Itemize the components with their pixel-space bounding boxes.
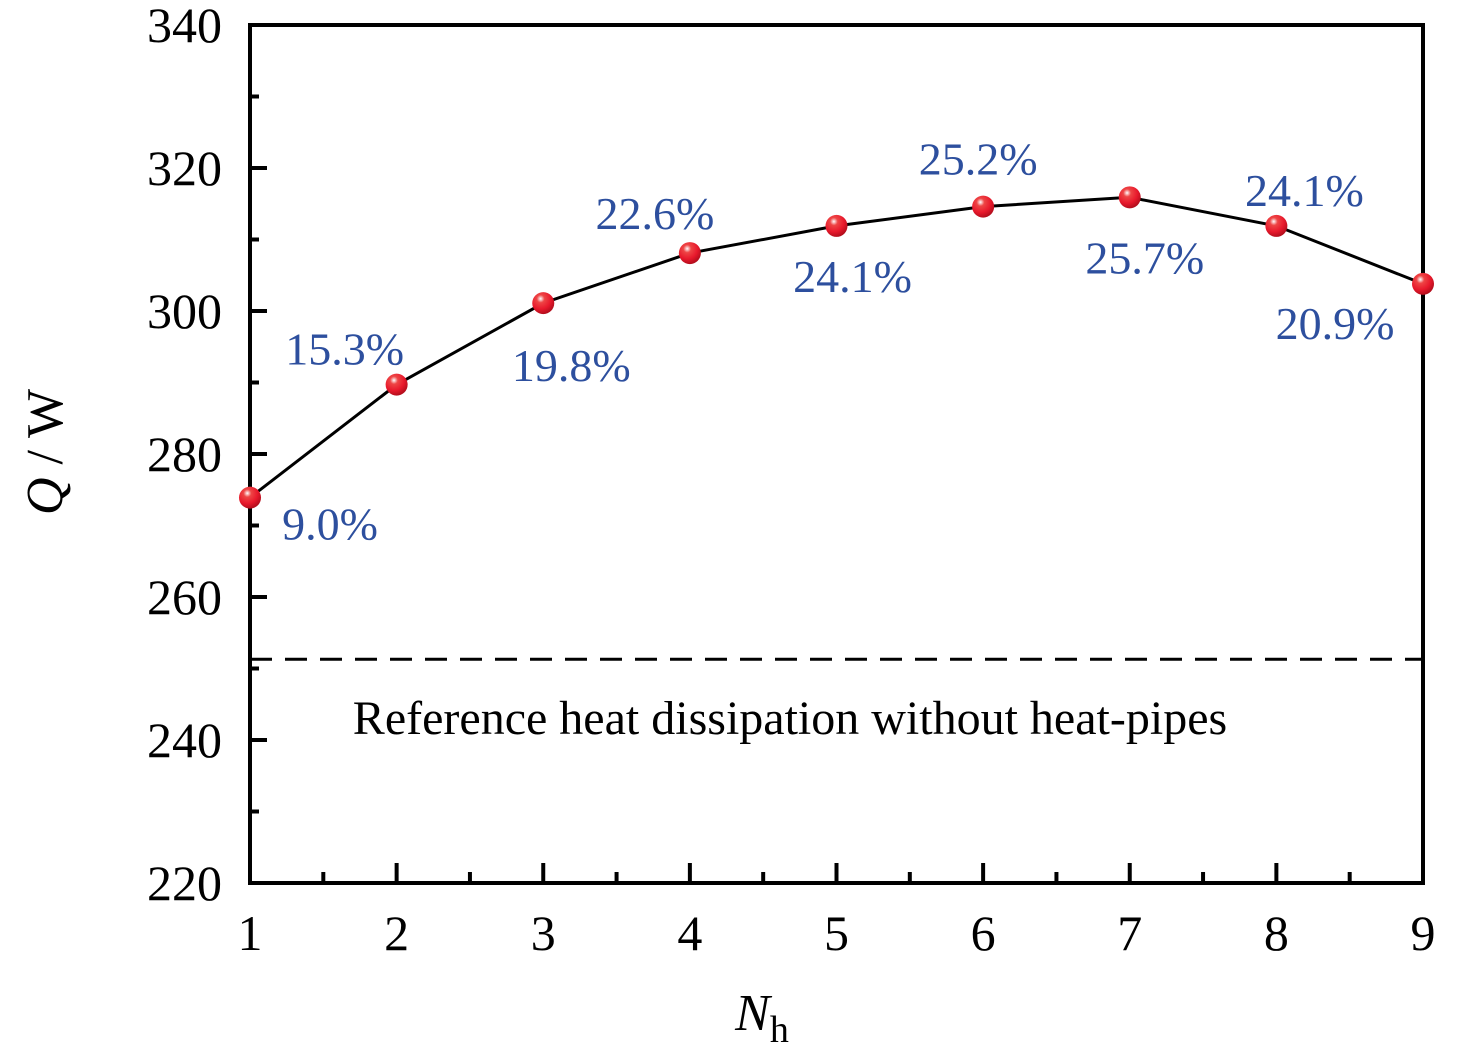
data-point (972, 195, 995, 218)
y-tick-label: 240 (147, 712, 222, 768)
data-point (385, 373, 408, 396)
y-tick-label: 320 (147, 140, 222, 196)
reference-line-label: Reference heat dissipation without heat-… (353, 692, 1227, 745)
data-point (239, 486, 261, 509)
x-tick-label: 3 (531, 905, 556, 961)
x-tick-label: 9 (1411, 905, 1436, 961)
x-tick-label: 7 (1117, 905, 1142, 961)
y-tick-label: 300 (147, 283, 222, 339)
data-series-line (249, 195, 1424, 499)
data-point-label: 25.2% (919, 134, 1038, 185)
data-point-label: 9.0% (282, 499, 378, 550)
data-point (1118, 186, 1141, 209)
data-point (1265, 214, 1288, 237)
y-tick-label: 280 (147, 426, 222, 482)
data-point (532, 292, 555, 315)
x-tick-label: 2 (384, 905, 409, 961)
x-axis-title: Nh (734, 985, 789, 1051)
data-point (825, 214, 848, 237)
data-point-label: 24.1% (1245, 165, 1364, 216)
y-tick-label: 260 (147, 569, 222, 625)
x-tick-label: 8 (1264, 905, 1289, 961)
data-point-label: 19.8% (512, 340, 631, 391)
data-point-label: 20.9% (1276, 298, 1395, 349)
data-point-label: 22.6% (595, 188, 714, 239)
data-point-label: 24.1% (793, 251, 912, 302)
data-point-label: 15.3% (285, 324, 404, 375)
x-tick-label: 4 (677, 905, 702, 961)
y-tick-label: 340 (147, 0, 222, 53)
x-tick-label: 1 (238, 905, 263, 961)
data-point-label: 25.7% (1085, 232, 1204, 283)
x-tick-label: 6 (971, 905, 996, 961)
data-point (1412, 272, 1434, 295)
y-tick-label: 220 (147, 855, 222, 911)
data-point (678, 242, 701, 265)
y-axis-title: Q / W (17, 389, 74, 515)
plot-border (248, 23, 1425, 885)
x-tick-label: 5 (824, 905, 849, 961)
